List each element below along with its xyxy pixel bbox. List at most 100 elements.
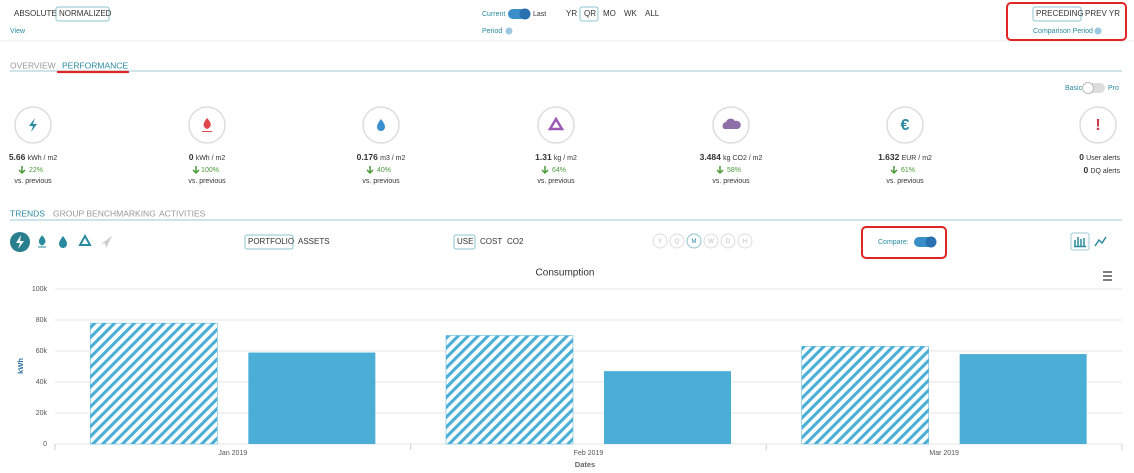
bar-chart-icon[interactable] [1070,232,1090,251]
toolbar-icons[interactable] [10,232,112,252]
kpi-value: 0 [189,152,194,162]
granularity-button[interactable] [737,233,753,249]
tab[interactable]: PERFORMANCE [62,60,128,70]
toggle-knob [519,8,531,20]
section-tab[interactable]: ACTIVITIES [159,208,206,218]
comparison-option[interactable]: PREV YR [1085,9,1120,18]
down-arrow [18,166,26,175]
granularity-option[interactable]: W [708,239,714,245]
view-option[interactable]: NORMALIZED [59,9,112,18]
metric-option[interactable]: COST [480,237,502,246]
kpi-value-line: 3.484 kg CO2 / m2 [700,152,763,162]
chart-title: Consumption [536,268,595,279]
bar-icon [1074,237,1086,248]
bar [248,352,376,444]
granularity-button[interactable] [686,233,702,249]
y-tick-label: 0 [43,441,47,448]
alert-line: 0 DQ alerts [1083,165,1120,175]
kpi-note: vs. previous [886,178,924,185]
granularity-option[interactable]: Y [658,239,662,245]
granularity-option[interactable]: D [726,239,731,245]
y-tick-label: 80k [36,317,48,324]
alert-label: User alerts [1086,155,1120,162]
y-tick-label: 40k [36,379,48,386]
kpi-value: 0.176 [357,152,379,162]
kpi-value-line: 1.632 EUR / m2 [878,152,932,162]
hamburger[interactable] [1103,271,1112,281]
kpi-value: 3.484 [700,152,722,162]
tab[interactable]: OVERVIEW [10,60,56,70]
highlight-box [1006,2,1127,41]
section-tab[interactable]: GROUP BENCHMARKING [53,208,156,218]
alert-line: 0 User alerts [1079,152,1120,162]
kpi-change: 100% [201,167,219,174]
granularity-button[interactable] [703,233,719,249]
kpi-unit: kg CO2 / m2 [723,155,762,162]
granularity-button[interactable] [720,233,736,249]
toggle-knob [1082,82,1094,94]
kpi-value: 1.632 [878,152,900,162]
line-chart-icon[interactable] [1094,236,1107,247]
period-option[interactable]: MO [603,9,616,18]
down-arrow [192,166,200,175]
kpi-unit: kg / m2 [554,155,577,162]
alert-icon-circle [1079,106,1117,144]
period-right: Last [533,11,546,18]
kpi-change: 61% [901,167,915,174]
send-icon[interactable] [101,236,112,248]
down-arrow [716,166,724,175]
x-tick-label: Mar 2019 [929,450,959,457]
kpi-unit: kWh / m2 [196,155,226,162]
selected-box [1032,6,1082,22]
selected-box [579,6,599,22]
drop-icon[interactable] [59,236,67,248]
bar [90,322,218,445]
y-tick-label: 60k [36,348,48,355]
highlight-box [861,226,947,259]
period-option[interactable]: YR [566,9,577,18]
scope-option[interactable]: PORTFOLIO [248,237,294,246]
mode-right: Pro [1108,85,1119,92]
granularity-option[interactable]: H [743,239,747,245]
metric-option[interactable]: USE [457,237,473,246]
kpi-icon-circle [537,106,575,144]
scope-option[interactable]: ASSETS [298,237,330,246]
kpi-change: 64% [552,167,566,174]
kpi-value-line: 0 kWh / m2 [189,152,226,162]
period-left: Current [482,11,505,18]
x-axis-label: Dates [575,460,595,469]
granularity-button[interactable] [669,233,685,249]
kpi-value: 5.66 [9,152,26,162]
flame-icon[interactable] [38,235,46,248]
period-option[interactable]: WK [624,9,638,18]
mode-left: Basic [1065,85,1083,92]
recycle-icon [547,116,565,131]
period-option[interactable]: ALL [645,9,660,18]
alert-icon: ! [1095,117,1100,134]
view-option[interactable]: ABSOLUTE [14,9,57,18]
kpi-change: 22% [29,167,43,174]
kpi-value-line: 5.66 kWh / m2 [9,152,57,162]
help-icon [1094,27,1102,35]
metric-option[interactable]: CO2 [507,237,524,246]
bolt-icon [16,235,24,249]
granularity-option[interactable]: Q [675,239,680,245]
kpi-note: vs. previous [712,178,750,185]
kpi-icon: € [901,117,910,134]
period-option[interactable]: QR [584,9,596,18]
section-tab[interactable]: TRENDS [10,208,45,218]
menu-icon[interactable] [1103,271,1112,281]
kpi-note: vs. previous [537,178,575,185]
compare-label: Compare: [878,239,909,246]
y-tick-label: 100k [32,286,48,293]
recycle-icon[interactable] [78,233,92,246]
chart-type-icons[interactable] [1070,232,1107,251]
comparison-option[interactable]: PRECEDING [1036,9,1084,18]
kpi-value-line: 0.176 m3 / m2 [357,152,406,162]
kpi-unit: EUR / m2 [902,155,932,162]
granularity-option[interactable]: M [692,239,697,245]
down-arrow [366,166,374,175]
granularity-button[interactable] [652,233,668,249]
x-tick-label: Feb 2019 [574,450,604,457]
kpi-value-line: 1.31 kg / m2 [535,152,577,162]
